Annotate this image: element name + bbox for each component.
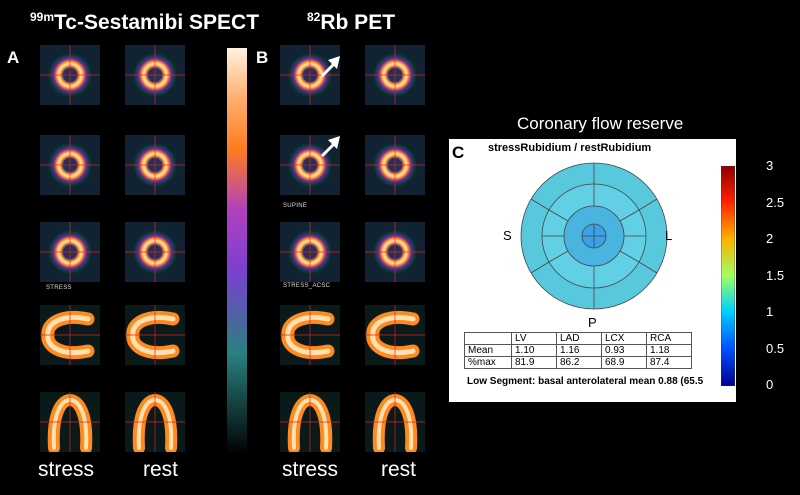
table-cell: 1.10: [511, 344, 557, 357]
direction-lateral: L: [665, 228, 673, 243]
table-cell: 1.16: [556, 344, 602, 357]
spect-stress-slice: [40, 222, 100, 282]
panel-c-title: stressRubidium / restRubidium: [488, 142, 652, 154]
spect-stress-slice: [40, 392, 100, 452]
table-header-cell: [464, 332, 512, 345]
table-cell: %max: [464, 356, 512, 369]
spect-rest-slice: [125, 392, 185, 452]
table-row: Mean 1.10 1.16 0.93 1.18: [464, 344, 692, 357]
arrow-icon-2: [320, 136, 340, 158]
polar-map: [520, 162, 668, 310]
colorbar-tick-label: 1: [766, 304, 774, 319]
low-segment-note: Low Segment: basal anterolateral mean 0.…: [467, 376, 704, 387]
pet-rest-slice: [365, 305, 425, 365]
table-cell: Mean: [464, 344, 512, 357]
panel-a-label: A: [7, 48, 20, 67]
panel-a-stress-tag: STRESS: [46, 285, 72, 291]
cfr-colorbar: [721, 166, 735, 386]
colorbar-tick-label: 2: [766, 231, 774, 246]
spect-rest-slice: [125, 45, 185, 105]
panel-b-label: B: [256, 48, 269, 67]
panel-b-stress-caption: stress: [282, 458, 339, 481]
table-cell: 1.18: [646, 344, 692, 357]
pet-rest-slice: [365, 392, 425, 452]
spect-stress-slice: [40, 305, 100, 365]
spect-colorbar: [227, 48, 247, 455]
pet-stress-slice: [280, 392, 340, 452]
panel-a-title-text: Tc-Sestamibi SPECT: [54, 11, 260, 34]
panel-b-title: 82Rb PET: [307, 10, 395, 35]
spect-rest-slice: [125, 222, 185, 282]
table-header-cell: LV: [511, 332, 557, 345]
table-header-cell: LCX: [601, 332, 647, 345]
panel-a-stress-caption: stress: [38, 458, 95, 481]
pet-stress-slice: [280, 135, 340, 195]
panel-b-title-text: Rb PET: [320, 11, 396, 34]
colorbar-tick-label: 2.5: [766, 194, 785, 210]
colorbar-tick-label: 0.5: [766, 340, 785, 356]
pet-stress-slice: [280, 305, 340, 365]
panel-a-title: 99mTc-Sestamibi SPECT: [30, 10, 259, 35]
colorbar-tick-label: 3: [766, 158, 774, 173]
pet-stress-slice: [280, 45, 340, 105]
table-header-cell: RCA: [646, 332, 692, 345]
table-header-cell: LAD: [556, 332, 602, 345]
table-cell: 81.9: [511, 356, 557, 369]
cfr-table: LV LAD LCX RCA Mean 1.10 1.16 0.93 1.18 …: [464, 332, 692, 369]
panel-a-rest-caption: rest: [143, 458, 179, 481]
panel-c-header: Coronary flow reserve: [517, 114, 684, 133]
panel-b-rest-caption: rest: [381, 458, 417, 481]
direction-septal: S: [503, 228, 512, 243]
pet-stress-slice: [280, 222, 340, 282]
table-header-row: LV LAD LCX RCA: [464, 332, 692, 345]
direction-posterior: P: [588, 315, 597, 330]
table-cell: 68.9: [601, 356, 647, 369]
spect-stress-slice: [40, 45, 100, 105]
panel-a-title-superscript: 99m: [30, 10, 55, 24]
spect-stress-slice: [40, 135, 100, 195]
panel-c-box: C stressRubidium / restRubidium S L P: [449, 139, 736, 402]
spect-rest-slice: [125, 135, 185, 195]
panel-b-title-superscript: 82: [307, 10, 321, 24]
table-cell: 87.4: [646, 356, 692, 369]
spect-rest-slice: [125, 305, 185, 365]
pet-rest-slice: [365, 135, 425, 195]
colorbar-tick-label: 0: [766, 377, 774, 392]
pet-rest-slice: [365, 45, 425, 105]
table-row: %max 81.9 86.2 68.9 87.4: [464, 356, 692, 369]
panel-c-label: C: [452, 143, 465, 162]
colorbar-tick-label: 1.5: [766, 267, 785, 283]
table-cell: 86.2: [556, 356, 602, 369]
arrow-icon-1: [320, 56, 340, 78]
panel-b-stress-acsc-tag: STRESS_ACSC: [283, 283, 331, 289]
panel-b-supine-tag: SUPINE: [283, 203, 308, 209]
table-cell: 0.93: [601, 344, 647, 357]
pet-rest-slice: [365, 222, 425, 282]
